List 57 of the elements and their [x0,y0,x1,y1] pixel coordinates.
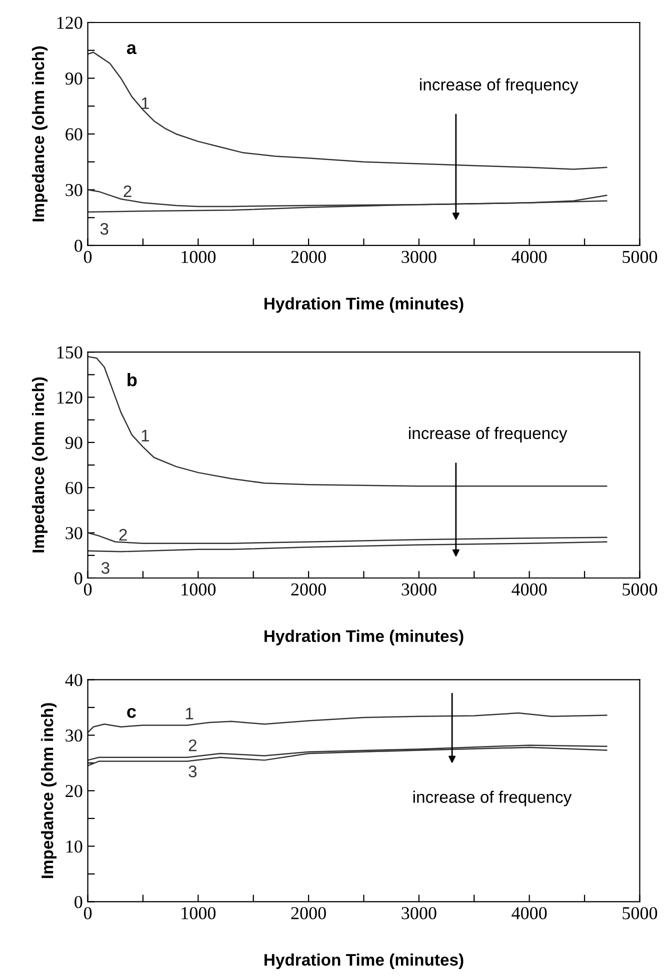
x-tick-label: 4000 [512,250,547,264]
y-tick-label: 120 [57,392,82,404]
series-label: 1 [186,708,194,720]
y-tick-label: 10 [66,840,82,853]
y-tick-label: 20 [66,784,82,798]
x-tick-label: 1000 [182,583,216,596]
y-axis-title: Impedance (ohm inch) [32,377,48,552]
annotation: increase of frequency [420,78,578,94]
y-axis-title: Impedance (ohm inch) [40,703,57,878]
x-axis-title: Hydration Time (minutes) [264,297,464,313]
series-label: 3 [188,766,197,778]
series-label: 2 [119,528,127,541]
line-series [88,356,608,487]
y-tick-label: 30 [66,527,82,540]
y-tick-label: 90 [65,436,82,449]
x-tick-label: 1000 [182,250,216,264]
y-tick-label: 120 [57,16,82,29]
x-tick-label: 3000 [402,250,436,264]
y-axis-title: Impedance (ohm inch) [32,46,48,222]
x-tick-label: 5000 [622,907,658,920]
x-tick-label: 3000 [402,907,436,920]
y-tick-label: 60 [66,482,82,494]
series-label: 3 [100,223,108,235]
series-label: 2 [124,185,132,198]
line-series [88,541,608,552]
y-tick-label: 30 [66,184,82,196]
y-tick-label: 40 [65,674,82,686]
x-tick-label: 2000 [291,250,326,264]
annotation: increase of frequency [413,790,572,806]
series-label: 1 [142,97,150,109]
x-tick-label: 4000 [512,907,547,920]
y-tick-label: 90 [65,72,82,85]
annotation: increase of frequency [409,426,568,442]
x-tick-label: 2000 [291,907,326,920]
series-label: 2 [188,739,196,752]
x-tick-label: 4000 [512,583,547,596]
x-tick-label: 0 [84,250,92,264]
annotation: a [126,44,137,54]
y-tick-label: 0 [74,240,82,252]
series-label: 1 [142,430,150,442]
annotation: c [127,708,136,718]
x-tick-label: 0 [84,583,92,596]
x-tick-label: 0 [84,907,92,920]
y-tick-label: 0 [74,896,82,908]
series-label: 3 [101,562,110,574]
y-tick-label: 60 [66,128,82,140]
y-tick-label: 30 [66,729,82,742]
x-tick-label: 2000 [291,583,326,596]
x-axis-title: Hydration Time (minutes) [264,954,464,970]
y-tick-label: 0 [74,572,82,584]
x-tick-label: 3000 [402,583,436,596]
x-axis-title: Hydration Time (minutes) [264,630,464,646]
x-tick-label: 5000 [622,250,658,264]
y-tick-label: 150 [57,346,82,359]
x-tick-label: 5000 [622,583,658,596]
annotation: b [128,373,137,386]
x-tick-label: 1000 [182,907,216,920]
